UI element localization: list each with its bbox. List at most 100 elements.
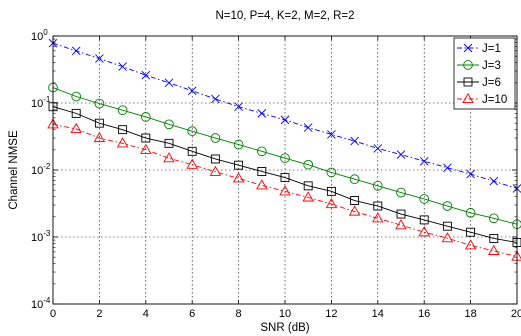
data-point xyxy=(256,146,267,157)
y-tick-base: 10 xyxy=(31,98,43,110)
data-point xyxy=(257,109,267,118)
data-point xyxy=(466,227,476,237)
data-point xyxy=(326,167,337,178)
data-point xyxy=(118,62,127,71)
data-point xyxy=(419,215,429,225)
data-point xyxy=(349,174,360,185)
y-tick-label: 10-3 xyxy=(31,229,51,244)
data-point xyxy=(441,232,454,243)
y-tick-base: 10 xyxy=(31,232,43,244)
data-point xyxy=(395,219,407,230)
data-point xyxy=(94,118,104,128)
series-layer xyxy=(47,38,521,261)
data-point xyxy=(280,153,290,164)
data-point xyxy=(234,160,244,170)
x-tick-label: 10 xyxy=(279,308,291,320)
data-point xyxy=(210,154,220,164)
data-point xyxy=(350,196,360,205)
data-point xyxy=(210,133,221,143)
data-point xyxy=(93,131,106,143)
data-point xyxy=(466,169,475,179)
data-point xyxy=(373,201,383,211)
data-point xyxy=(256,179,268,190)
legend-label: J=6 xyxy=(482,77,501,89)
data-point xyxy=(325,197,338,209)
legend-entry: J=1 xyxy=(457,43,501,55)
x-tick-label: 4 xyxy=(143,308,149,320)
legend-box xyxy=(453,37,516,110)
y-tick-base: 10 xyxy=(31,31,43,43)
x-tick-label: 16 xyxy=(418,308,430,320)
data-point xyxy=(303,159,314,170)
data-point xyxy=(233,139,244,150)
data-point xyxy=(141,133,151,143)
data-point xyxy=(211,94,220,104)
data-point xyxy=(419,194,430,204)
data-point xyxy=(396,150,406,159)
data-point xyxy=(71,108,81,118)
series-line xyxy=(52,87,518,225)
data-point xyxy=(164,78,174,88)
data-point xyxy=(488,244,500,255)
chart-title: N=10, P=4, K=2, M=2, R=2 xyxy=(215,10,354,22)
data-point xyxy=(164,138,174,148)
data-point xyxy=(488,213,499,224)
data-point xyxy=(280,173,290,183)
data-point xyxy=(140,143,152,154)
data-point xyxy=(302,191,314,202)
data-point xyxy=(118,125,128,135)
series-line xyxy=(52,106,518,243)
grid xyxy=(53,36,517,304)
data-point xyxy=(95,54,104,63)
data-point xyxy=(187,86,197,96)
y-axis-title: Channel NMSE xyxy=(8,130,20,210)
x-axis-title: SNR (dB) xyxy=(260,322,309,334)
data-point xyxy=(396,187,406,198)
x-tick-label: 0 xyxy=(50,308,56,320)
data-point xyxy=(141,70,151,80)
y-tick-exponent: -4 xyxy=(43,296,51,305)
legend-label: J=1 xyxy=(482,43,501,55)
data-point xyxy=(71,46,81,56)
data-point xyxy=(396,209,406,219)
series-J=10 xyxy=(47,118,521,261)
data-point xyxy=(234,102,243,112)
data-point xyxy=(350,136,359,146)
x-tick-label: 2 xyxy=(96,308,102,320)
data-point xyxy=(419,156,429,166)
data-point xyxy=(465,207,476,218)
data-point xyxy=(164,119,174,130)
legend-entry: J=3 xyxy=(457,60,501,72)
data-point xyxy=(71,91,82,102)
data-point xyxy=(348,205,361,216)
data-point xyxy=(70,122,82,133)
legend: J=1 J=3 J=6 J=10 xyxy=(453,37,516,110)
data-point xyxy=(116,137,129,148)
data-point xyxy=(186,158,198,169)
data-point xyxy=(442,221,452,231)
y-tick-label: 100 xyxy=(31,28,48,43)
y-tick-exponent: -3 xyxy=(43,229,51,238)
legend-label: J=3 xyxy=(482,60,501,72)
legend-label: J=10 xyxy=(482,94,507,106)
series-J=6 xyxy=(48,102,521,247)
x-tick-label: 8 xyxy=(236,308,242,320)
legend-marker xyxy=(463,43,473,53)
data-point xyxy=(163,152,175,163)
x-tick-label: 12 xyxy=(325,308,337,320)
x-tick-label: 18 xyxy=(464,308,476,320)
data-point xyxy=(372,181,383,191)
legend-entry: J=6 xyxy=(457,77,501,89)
series-line xyxy=(52,123,518,258)
y-tick-exponent: -1 xyxy=(43,95,51,104)
data-point xyxy=(187,146,197,156)
y-tick-exponent: -2 xyxy=(43,162,51,171)
data-point xyxy=(280,115,290,125)
y-tick-label: 10-1 xyxy=(31,95,51,110)
y-tick-label: 10-2 xyxy=(31,162,51,177)
legend-entry: J=10 xyxy=(457,92,507,106)
data-point xyxy=(489,234,499,243)
data-point xyxy=(232,172,245,183)
